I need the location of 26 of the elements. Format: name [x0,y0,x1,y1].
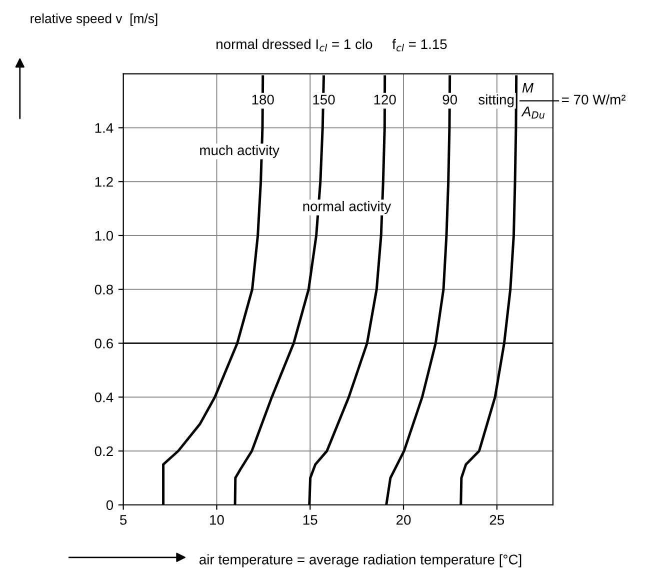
annotation: M [522,82,534,93]
annotation: much activity [200,144,280,158]
series-label: 90 [442,94,458,105]
x-tick-label: 25 [490,514,504,525]
y-tick-label: 0.6 [94,338,113,348]
series-label: 150 [313,94,335,105]
y-tick-label: 1.2 [95,176,113,187]
y-tick-label: 1.0 [95,230,114,241]
series-label: 120 [374,94,396,105]
x-tick-label: 15 [303,515,318,525]
legend-label: sitting [478,94,514,108]
x-tick-label: 5 [120,515,127,525]
y-axis-title: relative speed v [m/s] [30,14,158,26]
y-tick-label: 0.4 [94,392,114,402]
y-tick-label: 0 [106,500,114,510]
x-axis-title: air temperature = average radiation temperature [°C] [199,554,522,568]
chart-title: normal dressed I$_{cl}$ = 1 clo f$_{cl}$ = 1.15 [216,38,447,52]
series-label: 180 [252,94,274,105]
y-tick-label: 0.8 [94,284,113,295]
annotation: A$_{Du}$ [521,106,545,119]
x-tick-label: 20 [396,514,411,525]
y-tick-label: 0.2 [94,446,113,456]
y-tick-label: 1.4 [95,123,114,133]
annotation: normal activity [303,201,392,214]
x-tick-label: 10 [210,514,224,525]
text: = 70 W/m² [562,94,626,105]
